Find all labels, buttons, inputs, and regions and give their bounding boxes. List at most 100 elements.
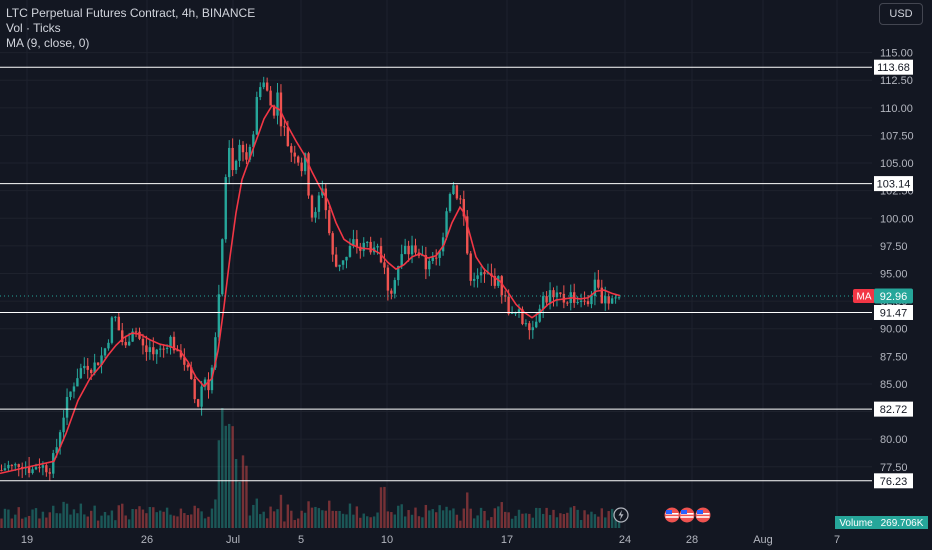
volume-bar: [117, 505, 120, 528]
candle-body: [279, 92, 283, 127]
volume-bar: [376, 512, 379, 528]
candle-body: [376, 246, 379, 248]
volume-bar: [86, 516, 89, 528]
volume-bar: [124, 515, 127, 528]
volume-bar: [331, 510, 334, 528]
level-label: 76.23: [880, 476, 908, 488]
volume-bar: [569, 507, 572, 528]
volume-bar: [307, 501, 310, 528]
ma-indicator-title[interactable]: MA (9, close, 0): [6, 36, 90, 50]
volume-bar: [435, 512, 438, 528]
volume-bar: [383, 486, 386, 528]
currency-button[interactable]: USD: [879, 3, 923, 25]
candle-body: [583, 300, 586, 302]
volume-bar: [400, 504, 403, 528]
volume-bar: [545, 507, 548, 528]
candle-body: [127, 341, 131, 346]
candle-body: [103, 348, 107, 356]
candle-body: [117, 316, 120, 331]
volume-bar: [386, 511, 390, 528]
volume-bar: [221, 408, 224, 528]
volume-bar: [455, 514, 459, 528]
volume-bar: [141, 509, 145, 528]
candle-body: [445, 211, 448, 238]
candle-body: [414, 245, 417, 253]
volume-bar: [127, 519, 131, 528]
candle-body: [334, 254, 338, 267]
candle-body: [510, 312, 514, 314]
candle-body: [262, 82, 265, 88]
candle-body: [604, 296, 607, 304]
volume-bar: [417, 516, 421, 528]
candle-body: [293, 152, 296, 157]
volume-bar: [190, 514, 193, 528]
symbol-title[interactable]: LTC Perpetual Futures Contract, 4h, BINA…: [6, 6, 256, 20]
volume-bar: [466, 492, 469, 528]
candle-body: [121, 330, 124, 343]
volume-bar: [452, 508, 455, 528]
candle-body: [17, 464, 20, 467]
candle-body: [600, 287, 603, 304]
candle-body: [252, 134, 255, 147]
candle-body: [41, 465, 45, 468]
event-icons[interactable]: [613, 507, 711, 523]
candle-body: [352, 239, 355, 247]
candle-body: [538, 308, 541, 322]
time-axis[interactable]: 19 26 Jul 5 10 17 24 28 Aug 7: [21, 534, 840, 546]
candle-body: [141, 338, 145, 346]
volume-bar: [521, 513, 524, 528]
volume-bar: [272, 511, 276, 528]
candle-body: [248, 146, 252, 160]
candle-body: [3, 468, 7, 471]
candle-body: [310, 195, 314, 218]
candle-body: [238, 144, 241, 161]
candle-body: [224, 177, 227, 240]
candle-body: [48, 472, 51, 474]
volume-bar: [421, 517, 424, 528]
candle-body: [65, 396, 69, 418]
volume-bar: [52, 505, 55, 528]
candle-body: [241, 144, 245, 153]
candle-body: [435, 257, 438, 259]
candle-body: [397, 265, 400, 281]
candle-body: [79, 368, 83, 379]
us-flag-icon[interactable]: [679, 507, 695, 523]
volume-bar: [486, 520, 490, 528]
candle-body: [69, 391, 72, 397]
volume-bar: [607, 511, 610, 528]
volume-bar: [90, 510, 93, 528]
horizontal-levels[interactable]: [0, 66, 872, 482]
candle-body: [400, 254, 403, 266]
volume-bar: [479, 507, 483, 528]
us-flag-icon[interactable]: [664, 507, 680, 523]
volume-bars: [0, 408, 621, 528]
volume-bar: [597, 516, 600, 528]
x-tick-label: 19: [21, 534, 33, 546]
volume-bar: [72, 509, 76, 528]
volume-bar: [45, 517, 48, 528]
candle-body: [259, 87, 262, 98]
candle-body: [86, 365, 89, 370]
volume-bar: [14, 514, 17, 528]
volume-bar: [348, 503, 352, 528]
level-label: 91.47: [880, 307, 908, 319]
chart-legend[interactable]: LTC Perpetual Futures Contract, 4h, BINA…: [6, 6, 255, 51]
volume-bar: [541, 513, 545, 528]
volume-bar: [0, 518, 3, 528]
volume-label: Volume: [839, 518, 873, 529]
volume-bar: [617, 516, 621, 528]
y-tick-label: 97.50: [880, 241, 908, 253]
volume-bar: [504, 511, 507, 528]
candle-body: [441, 237, 445, 252]
candle-body: [476, 275, 479, 279]
candle-body: [217, 294, 221, 338]
candle-body: [138, 331, 141, 339]
candle-body: [607, 296, 610, 304]
us-flag-icon[interactable]: [695, 507, 711, 523]
volume-indicator-title[interactable]: Vol · Ticks: [6, 21, 61, 35]
volume-bar: [269, 506, 272, 528]
x-tick-label: Jul: [226, 534, 240, 546]
y-tick-label: 110.00: [880, 103, 913, 115]
candle-body: [38, 467, 41, 469]
